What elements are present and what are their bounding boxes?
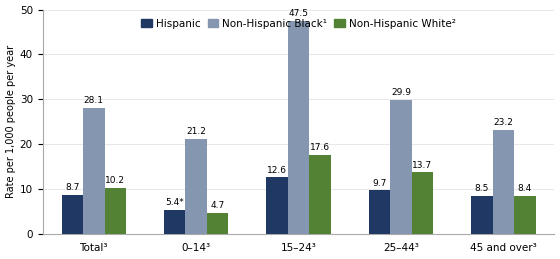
Text: 8.5: 8.5 <box>474 184 489 193</box>
Bar <box>288 21 309 234</box>
Legend: Hispanic, Non-Hispanic Black¹, Non-Hispanic White²: Hispanic, Non-Hispanic Black¹, Non-Hispa… <box>137 15 460 33</box>
Bar <box>390 100 412 234</box>
Text: 4.7: 4.7 <box>211 201 225 210</box>
Bar <box>207 213 228 234</box>
Bar <box>492 130 514 234</box>
Bar <box>266 177 288 234</box>
Text: 8.7: 8.7 <box>65 183 80 192</box>
Text: 5.4*: 5.4* <box>165 198 184 207</box>
Bar <box>62 195 83 234</box>
Y-axis label: Rate per 1,000 people per year: Rate per 1,000 people per year <box>6 45 16 198</box>
Text: 23.2: 23.2 <box>493 118 513 127</box>
Text: 21.2: 21.2 <box>186 127 206 136</box>
Bar <box>412 172 433 234</box>
Bar <box>105 188 126 234</box>
Text: 9.7: 9.7 <box>372 178 386 188</box>
Text: 13.7: 13.7 <box>412 161 432 170</box>
Bar <box>83 108 105 234</box>
Bar <box>185 139 207 234</box>
Bar <box>368 190 390 234</box>
Bar <box>471 196 492 234</box>
Bar <box>309 155 331 234</box>
Bar <box>164 210 185 234</box>
Text: 10.2: 10.2 <box>105 176 125 185</box>
Text: 8.4: 8.4 <box>517 184 532 193</box>
Text: 47.5: 47.5 <box>288 9 309 18</box>
Text: 29.9: 29.9 <box>391 88 411 97</box>
Text: 28.1: 28.1 <box>84 96 104 105</box>
Text: 12.6: 12.6 <box>267 166 287 175</box>
Text: 17.6: 17.6 <box>310 143 330 152</box>
Bar <box>514 196 535 234</box>
